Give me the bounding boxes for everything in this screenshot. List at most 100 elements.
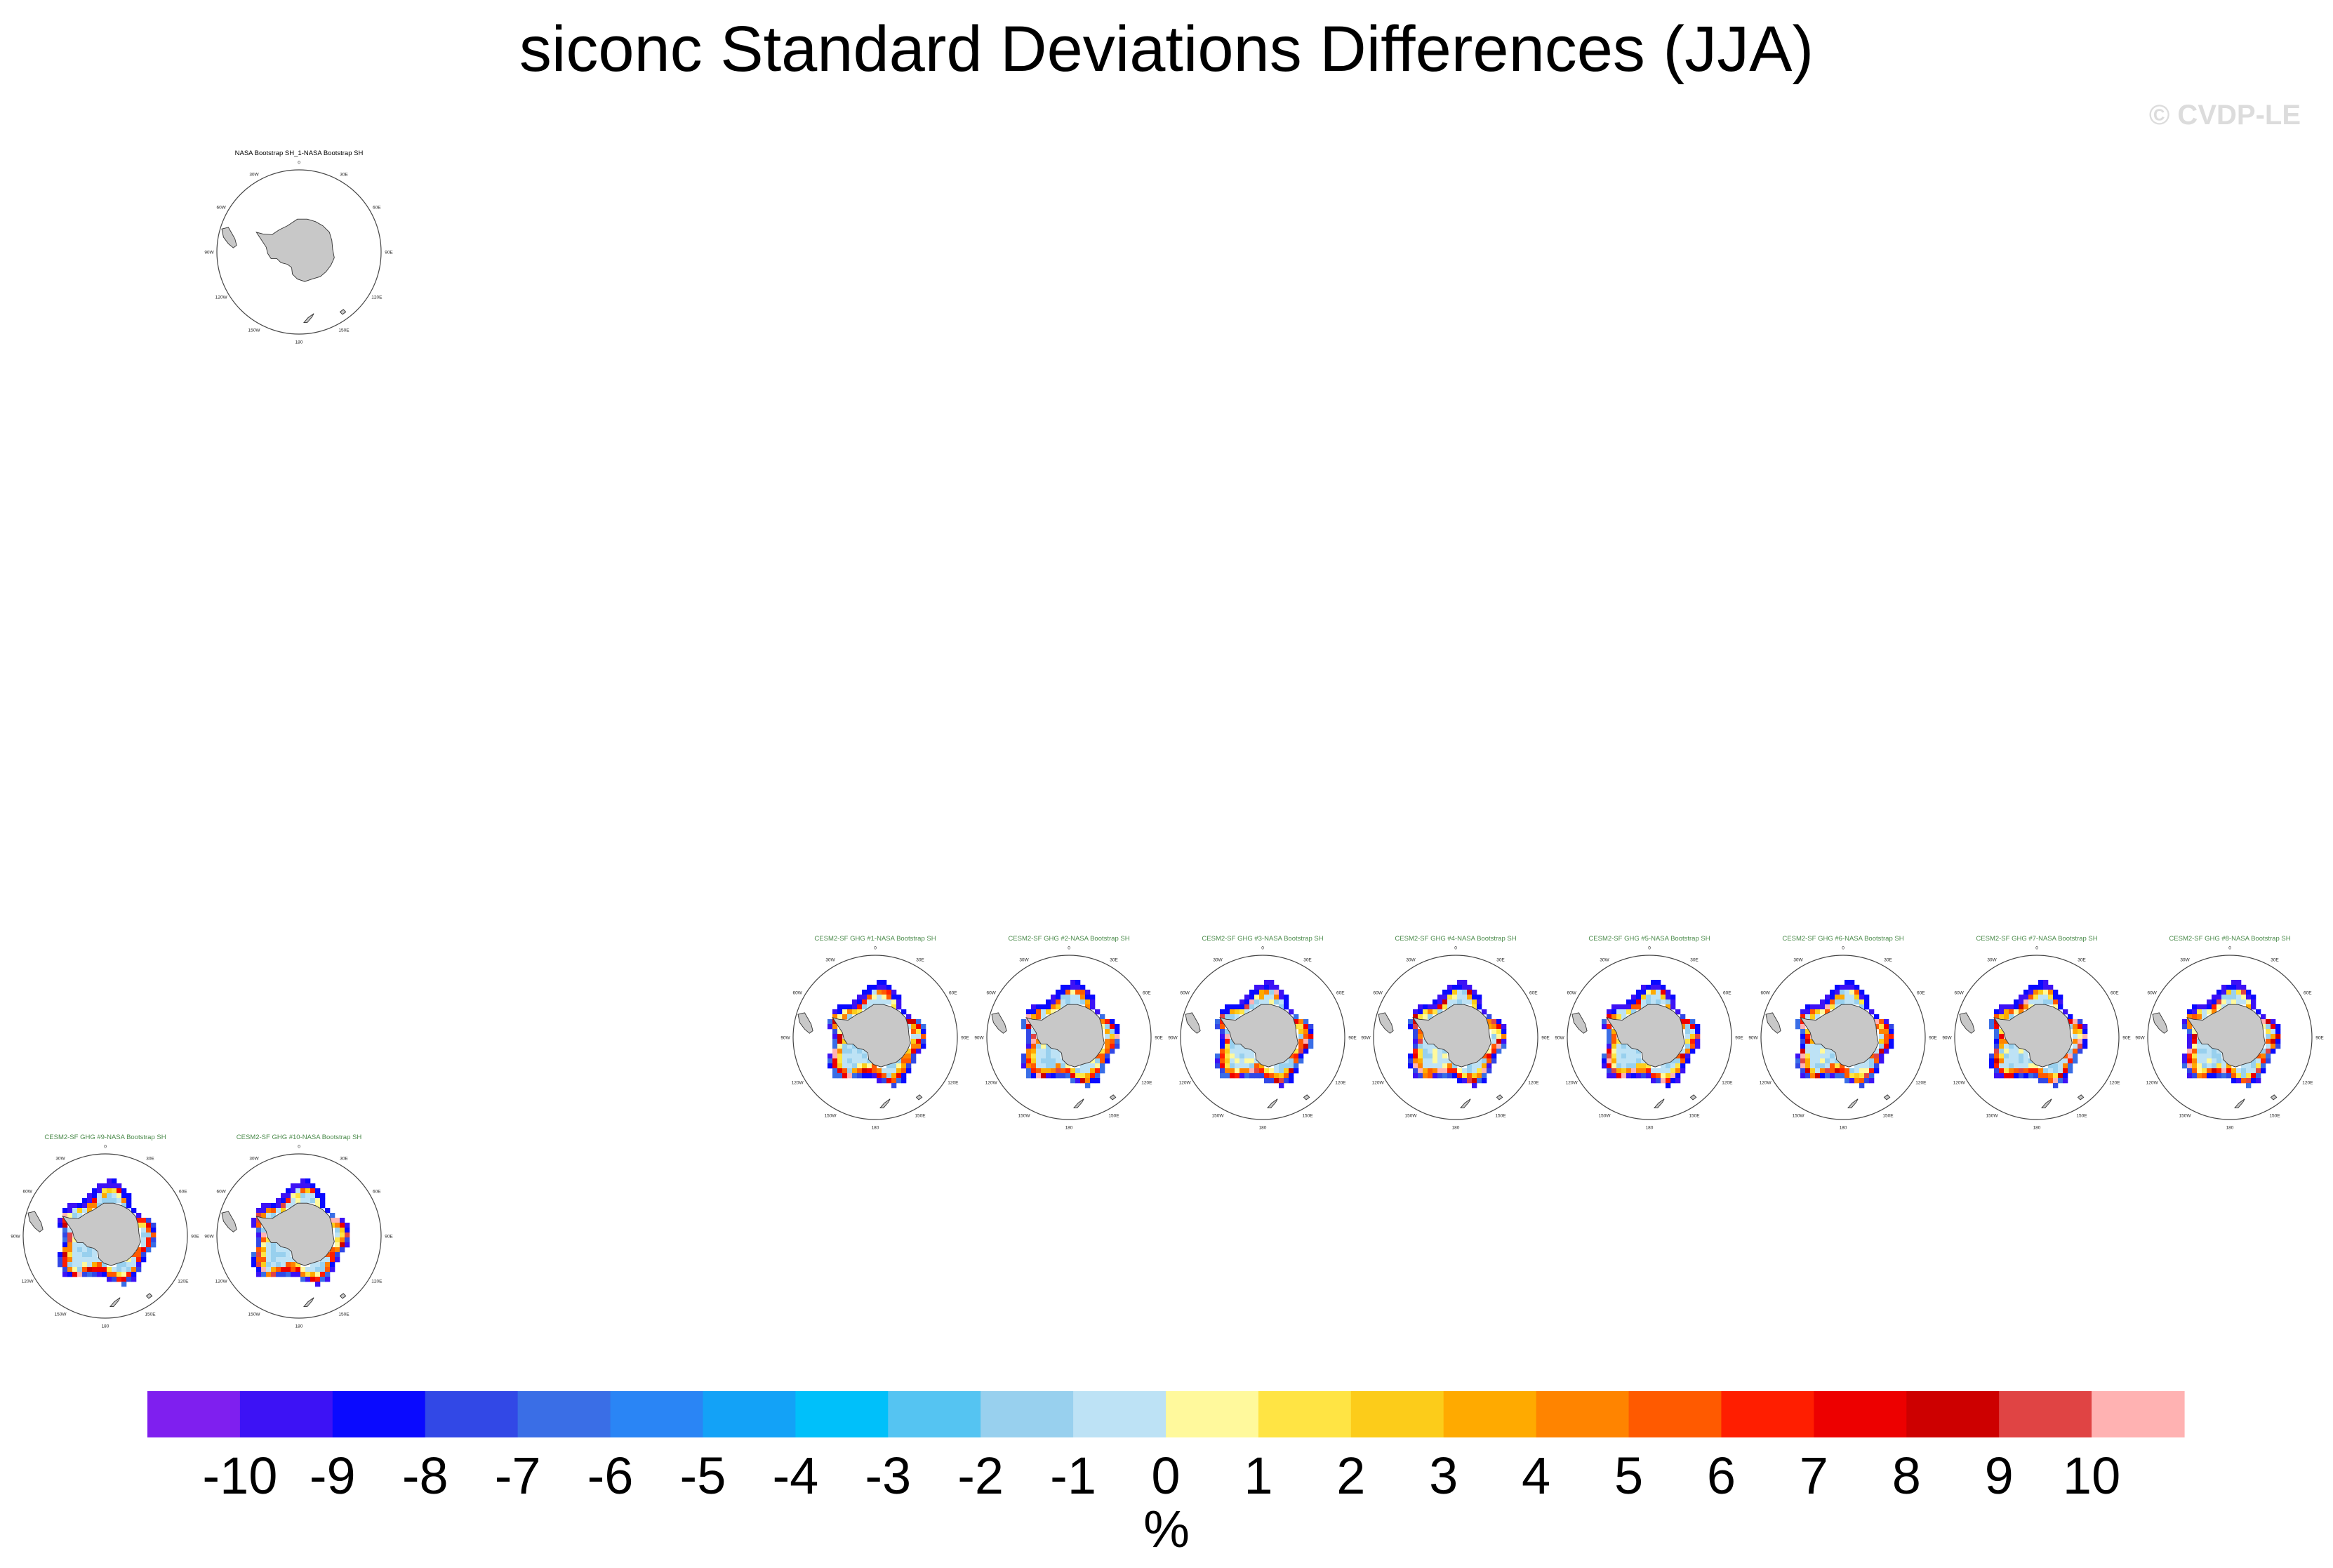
sea-ice-cell [2207,1073,2212,1079]
sea-ice-cell [1070,985,1076,990]
sea-ice-cell [1413,1054,1418,1059]
sea-ice-cell [320,1257,326,1263]
sea-ice-cell [1607,1058,1612,1064]
sea-ice-cell [1810,1073,1816,1079]
sea-ice-cell [1462,999,1468,1005]
panel-title: CESM2-SF GHG #7-NASA Bootstrap SH [1976,935,2097,943]
sea-ice-cell [2058,1078,2063,1084]
sea-ice-cell [1491,1044,1497,1049]
sea-ice-cell [1607,1049,1612,1054]
sea-ice-cell [2256,1063,2261,1069]
longitude-label: 30W [1406,958,1416,963]
sea-ice-cell [1100,1024,1105,1030]
longitude-label: 150E [2076,1113,2087,1118]
sea-ice-cell [1235,1073,1240,1079]
sea-ice-cell [1849,995,1855,1000]
sea-ice-cell [1805,1029,1811,1035]
sea-ice-cell [837,1058,843,1064]
sea-ice-cell [847,1014,853,1020]
longitude-label: 120E [1141,1081,1152,1086]
sea-ice-cell [1656,985,1661,990]
sea-ice-cell [1065,1073,1071,1079]
sea-ice-cell [1607,1014,1612,1020]
sea-ice-cell [837,1004,843,1010]
sea-ice-cell [1080,1078,1086,1084]
sea-ice-cell [1051,1073,1056,1079]
sea-ice-cell [847,1068,853,1074]
sea-ice-cell [911,1029,917,1035]
sea-ice-cell [266,1267,272,1273]
sea-ice-cell [256,1252,262,1258]
longitude-label: 90W [11,1235,20,1240]
sea-ice-cell [1225,1044,1230,1049]
sea-ice-cell [1656,995,1661,1000]
sea-ice-cell [1259,1068,1265,1074]
sea-ice-cell [1825,1063,1830,1069]
sea-ice-cell [1080,995,1086,1000]
sea-ice-cell [1274,1078,1280,1084]
sea-ice-cell [330,1213,335,1218]
sea-ice-cell [2073,1024,2078,1030]
sea-ice-cell [345,1242,350,1248]
sea-ice-cell [77,1257,83,1263]
sea-ice-cell [1408,1054,1414,1059]
sea-ice-cell [1680,1063,1686,1069]
sea-ice-cell [1026,1024,1032,1030]
sea-ice-cell [2246,995,2252,1000]
sea-ice-cell [136,1218,142,1223]
sea-ice-cell [1879,1054,1885,1059]
sea-ice-cell [2033,1063,2039,1069]
sea-ice-cell [276,1208,281,1214]
longitude-label: 30W [1987,958,1997,963]
sea-ice-cell [837,1054,843,1059]
sea-ice-cell [1680,1058,1686,1064]
sea-ice-cell [1284,1058,1289,1064]
sea-ice-cell [1423,1058,1428,1064]
sea-ice-cell [921,1034,926,1039]
sea-ice-cell [330,1267,335,1273]
sea-ice-cell [261,1247,267,1253]
sea-ice-cell [1889,1044,1894,1049]
sea-ice-cell [2216,1004,2222,1010]
sea-ice-cell [1090,995,1096,1000]
longitude-label: 150W [1018,1113,1031,1118]
sea-ice-cell [286,1193,291,1199]
sea-ice-cell [852,1054,858,1059]
sea-ice-cell [1423,1009,1428,1015]
sea-ice-cell [102,1262,107,1268]
sea-ice-cell [1994,1009,2000,1015]
sea-ice-cell [281,1257,286,1263]
sea-ice-cell [2068,1068,2073,1074]
sea-ice-cell [2256,1009,2261,1015]
longitude-label: 0 [298,161,300,166]
sea-ice-cell [1215,1019,1221,1025]
sea-ice-cell [891,1073,897,1079]
sea-ice-cell [1080,1063,1086,1069]
sea-ice-cell [1274,1063,1280,1069]
sea-ice-cell [1820,1073,1826,1079]
sea-ice-cell [1989,1019,1995,1025]
longitude-label: 150E [1495,1113,1506,1118]
sea-ice-cell [877,1068,882,1074]
longitude-label: 90E [385,1235,393,1240]
sea-ice-cell [1641,995,1647,1000]
sea-ice-cell [305,1267,311,1273]
sea-ice-cell [842,1058,848,1064]
sea-ice-cell [2212,1063,2217,1069]
sea-ice-cell [1046,1068,1051,1074]
sea-ice-cell [2009,1054,2014,1059]
sea-ice-cell [2182,1024,2188,1030]
sea-ice-cell [276,1272,281,1277]
sea-ice-cell [857,1049,863,1054]
longitude-label: 180 [2226,1126,2234,1131]
sea-ice-cell [315,1193,321,1199]
sea-ice-cell [1433,1068,1438,1074]
sea-ice-cell [1433,1063,1438,1069]
sea-ice-cell [1046,1009,1051,1015]
sea-ice-cell [271,1252,277,1258]
sea-ice-cell [1264,1073,1270,1079]
longitude-label: 60W [2147,991,2157,996]
sea-ice-cell [1447,1068,1453,1074]
sea-ice-cell [847,1009,853,1015]
sea-ice-cell [1259,990,1265,995]
